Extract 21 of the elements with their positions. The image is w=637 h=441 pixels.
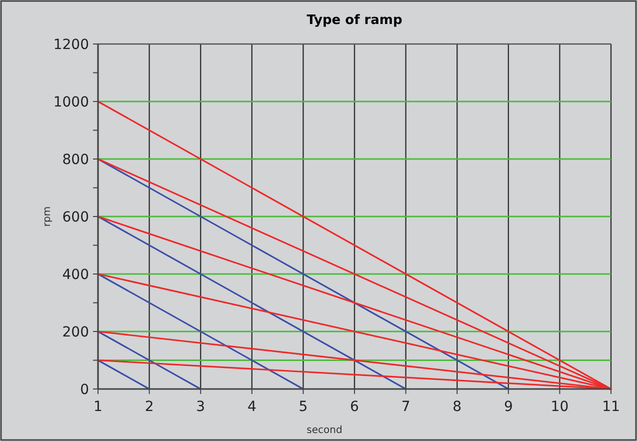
- y-tick-label: 1200: [53, 36, 89, 53]
- chart-title: Type of ramp: [306, 13, 402, 28]
- y-axis-title: rpm: [42, 206, 53, 227]
- y-tick-label: 1000: [53, 94, 89, 110]
- x-tick-label: 7: [401, 399, 410, 415]
- y-tick-label: 200: [62, 324, 89, 340]
- x-tick-label: 11: [602, 399, 620, 415]
- y-tick-label: 600: [62, 209, 89, 226]
- y-tick-label: 800: [62, 152, 89, 168]
- x-tick-label: 6: [350, 399, 360, 415]
- y-tick-label: 0: [80, 382, 89, 398]
- x-tick-label: 1: [94, 399, 102, 415]
- x-tick-label: 2: [144, 399, 154, 415]
- x-tick-label: 3: [196, 399, 206, 415]
- x-axis-title: second: [306, 425, 342, 436]
- x-tick-label: 9: [504, 399, 513, 415]
- x-tick-label: 4: [247, 399, 256, 415]
- x-tick-label: 8: [452, 399, 462, 415]
- y-tick-label: 400: [62, 266, 89, 283]
- x-tick-label: 10: [550, 399, 569, 415]
- x-tick-label: 5: [298, 399, 308, 415]
